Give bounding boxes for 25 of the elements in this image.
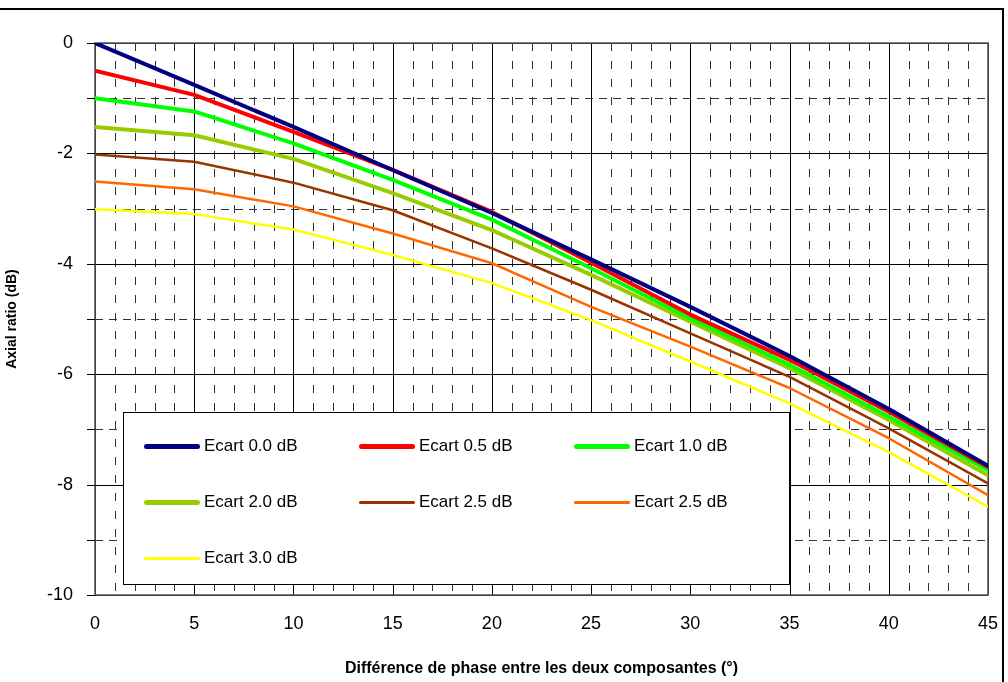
x-axis-title: Différence de phase entre les deux composantes (°)	[344, 658, 739, 676]
x-tick-label: 15	[382, 612, 403, 633]
x-tick-label: 0	[89, 612, 101, 633]
legend-label: Ecart 0.5 dB	[419, 436, 513, 456]
x-tick-label: 20	[481, 612, 502, 633]
legend-label: Ecart 0.0 dB	[204, 436, 298, 456]
y-tick-label: -6	[56, 363, 73, 384]
x-tick-label: 40	[878, 612, 899, 633]
y-axis-title: Axial ratio (dB)	[3, 269, 20, 369]
legend-label: Ecart 2.5 dB	[419, 492, 513, 512]
legend-label: Ecart 2.0 dB	[204, 492, 298, 512]
x-tick-label: 10	[283, 612, 304, 633]
legend-label: Ecart 1.0 dB	[634, 436, 728, 456]
legend-label: Ecart 3.0 dB	[204, 548, 298, 568]
y-tick-label: -2	[56, 142, 73, 163]
x-tick-label: 35	[779, 612, 800, 633]
x-tick-label: 30	[680, 612, 701, 633]
x-tick-label: 25	[581, 612, 602, 633]
y-tick-label: -8	[56, 473, 73, 494]
y-tick-label: -4	[56, 252, 73, 273]
y-tick-label: -10	[46, 583, 73, 604]
x-tick-label: 45	[977, 612, 998, 633]
y-tick-label: 0	[62, 31, 73, 52]
x-tick-label: 5	[189, 612, 200, 633]
legend-label: Ecart 2.5 dB	[634, 492, 728, 512]
